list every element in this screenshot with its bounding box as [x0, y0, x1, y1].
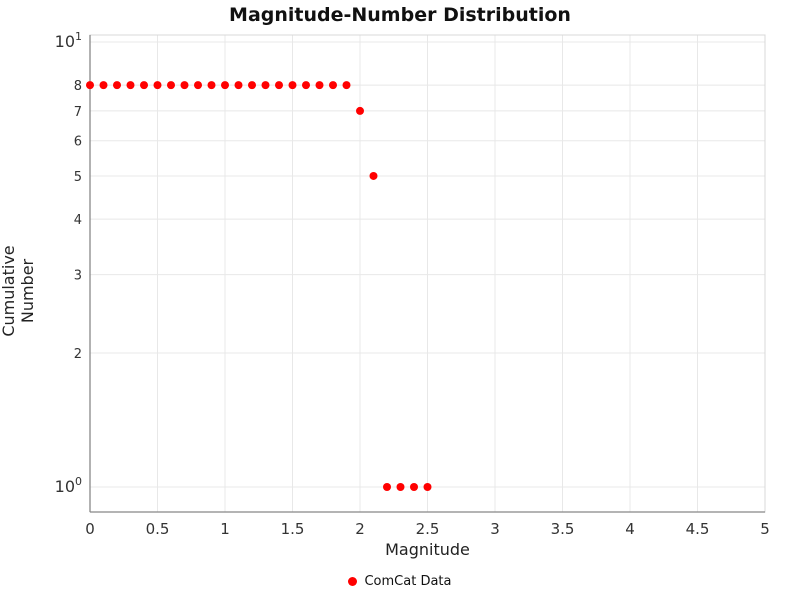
x-tick-label: 4	[625, 520, 635, 538]
x-axis-title: Magnitude	[385, 540, 470, 559]
data-point	[315, 81, 324, 90]
data-point	[140, 81, 148, 90]
y-tick-label: 3	[74, 269, 82, 284]
y-tick-label: 100	[55, 475, 82, 496]
x-tick-label: 3	[490, 520, 500, 538]
data-point	[248, 81, 256, 90]
x-tick-label: 0	[85, 520, 95, 538]
y-axis-title: Cumulative Number	[0, 245, 37, 337]
data-point	[369, 171, 378, 180]
data-point	[207, 81, 216, 90]
x-tick-label: 2	[355, 520, 365, 538]
data-point	[423, 483, 432, 491]
data-point	[383, 483, 391, 491]
data-point	[221, 81, 229, 90]
x-tick-label: 5	[760, 520, 770, 538]
data-point	[234, 81, 243, 90]
data-point	[329, 81, 337, 90]
data-point	[396, 483, 405, 491]
data-point	[194, 81, 202, 90]
x-tick-label: 1.5	[281, 520, 305, 538]
data-point	[167, 81, 175, 90]
data-point	[99, 81, 108, 90]
data-point	[410, 483, 418, 491]
y-tick-label: 7	[74, 105, 82, 120]
legend-item-label[interactable]: ComCat Data	[364, 574, 452, 589]
data-point	[342, 81, 351, 90]
legend: ComCat Data	[0, 574, 800, 589]
y-tick-label: 6	[74, 135, 82, 150]
x-tick-label: 4.5	[686, 520, 710, 538]
x-tick-label: 1	[220, 520, 230, 538]
data-point	[302, 81, 310, 90]
chart-title: Magnitude-Number Distribution	[229, 4, 571, 26]
x-tick-label: 3.5	[551, 520, 575, 538]
data-point	[153, 81, 162, 90]
data-point	[261, 81, 270, 90]
y-tick-label: 4	[74, 213, 82, 228]
data-point	[356, 106, 364, 115]
data-point	[275, 81, 283, 90]
y-tick-label: 5	[74, 170, 82, 185]
data-point	[113, 81, 121, 90]
data-point	[180, 81, 189, 90]
x-tick-label: 2.5	[416, 520, 440, 538]
legend-marker-icon	[348, 577, 358, 586]
y-tick-label: 2	[74, 347, 82, 362]
data-point	[126, 81, 135, 90]
y-tick-label: 8	[74, 79, 82, 94]
y-tick-label: 101	[55, 30, 82, 51]
data-point	[86, 81, 94, 90]
data-point	[288, 81, 297, 90]
x-tick-label: 0.5	[146, 520, 170, 538]
